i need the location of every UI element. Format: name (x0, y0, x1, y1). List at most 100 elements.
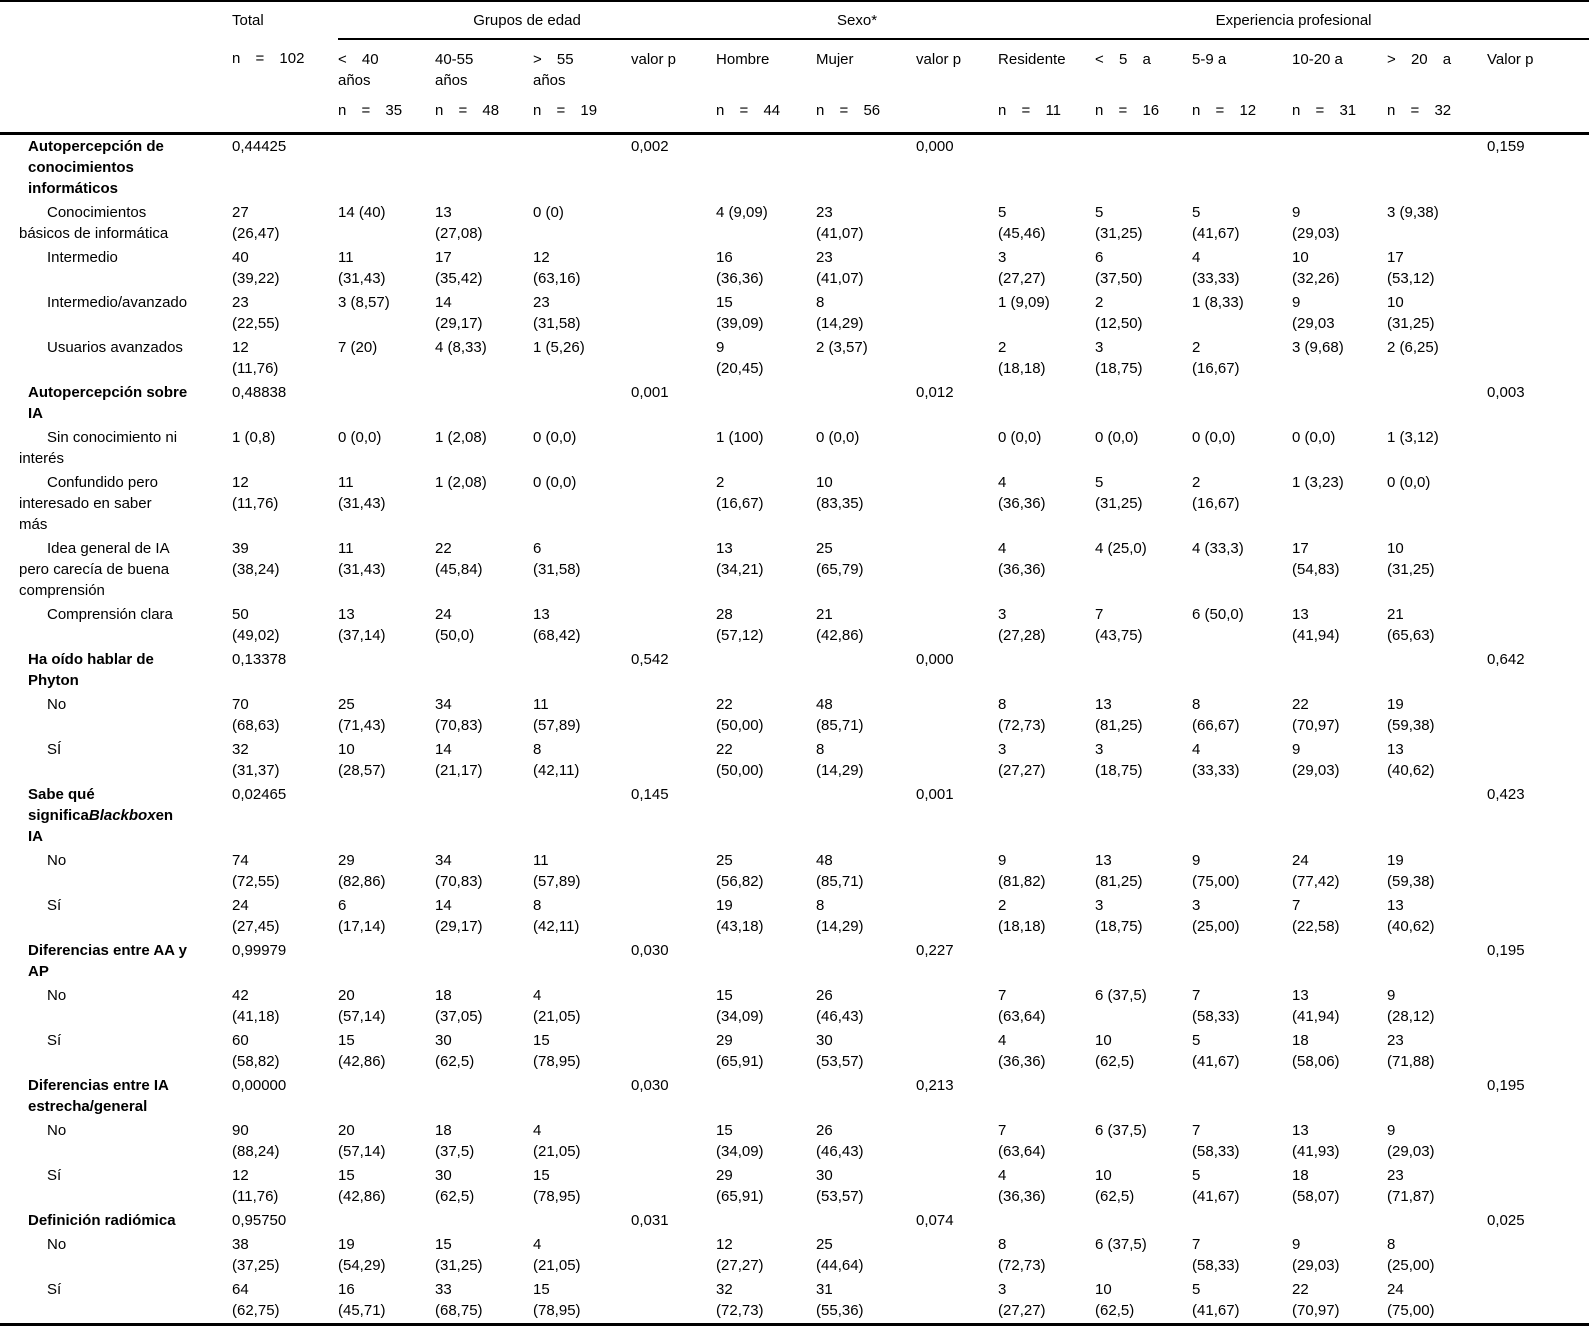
header-n-empty (631, 91, 717, 135)
data-cell: 0,012 (916, 384, 954, 401)
data-cell: 0,195 (1487, 942, 1525, 959)
data-cell: 3 (18,75) (1095, 741, 1143, 779)
data-cell: 7 (63,64) (998, 987, 1046, 1025)
data-cell: 6 (17,14) (338, 897, 386, 935)
data-cell: 10 (62,5) (1095, 1167, 1135, 1205)
data-cell: 2 (6,25) (1387, 339, 1439, 356)
data-cell: 7 (58,33) (1192, 987, 1240, 1025)
row-label: No (47, 696, 67, 713)
data-cell: 13 (81,25) (1095, 696, 1143, 734)
data-cell: 22 (50,00) (716, 741, 764, 779)
data-cell: 3 (9,68) (1292, 339, 1344, 356)
data-cell: 2 (18,18) (998, 339, 1046, 377)
data-cell (533, 648, 631, 693)
table-body: Autopercepción de conocimientos informát… (0, 134, 1589, 1325)
data-cell: 9 (29,03) (1292, 1236, 1340, 1274)
data-cell (916, 336, 998, 381)
data-cell: 3 (9,38) (1387, 204, 1439, 221)
data-cell: 23 (71,87) (1387, 1167, 1435, 1205)
data-cell: 15 (78,95) (533, 1281, 581, 1319)
data-cell: 30 (62,5) (435, 1032, 475, 1070)
data-cell: 8 (66,67) (1192, 696, 1240, 734)
data-cell (1095, 648, 1192, 693)
data-cell: 31 (55,36) (816, 1281, 864, 1319)
data-cell (1487, 336, 1589, 381)
data-cell (1192, 1209, 1292, 1233)
data-cell (631, 693, 716, 738)
data-cell (533, 939, 631, 984)
data-cell: 7 (43,75) (1095, 606, 1143, 644)
data-cell (631, 738, 716, 783)
data-cell: 19 (54,29) (338, 1236, 386, 1274)
data-cell (631, 336, 716, 381)
data-cell: 0,074 (916, 1212, 954, 1229)
data-cell (533, 381, 631, 426)
data-cell: 13 (41,94) (1292, 987, 1340, 1025)
data-cell: 0,001 (916, 786, 954, 803)
row-label: Diferencias entre IA estrecha/general (28, 1077, 169, 1115)
data-cell: 24 (77,42) (1292, 852, 1340, 890)
data-cell (631, 291, 716, 336)
header-n-row: n = 35 n = 48 n = 19 n = 44 n = 56 n = 1… (0, 91, 1589, 135)
data-cell: 25 (65,79) (816, 540, 864, 578)
data-cell: 16 (45,71) (338, 1281, 386, 1319)
data-cell: 11 (31,43) (338, 249, 386, 287)
data-cell: 15 (42,86) (338, 1167, 386, 1205)
data-cell: 0 (0,0) (338, 429, 382, 446)
data-cell: 27 (26,47) (232, 204, 280, 242)
data-cell: 23 (71,88) (1387, 1032, 1435, 1070)
row-label: SÍ (47, 741, 62, 758)
data-cell: 13 (40,62) (1387, 897, 1435, 935)
data-cell: 13 (41,94) (1292, 606, 1340, 644)
data-cell (1292, 648, 1387, 693)
data-cell: 8 (14,29) (816, 741, 864, 779)
data-cell: 7 (63,64) (998, 1122, 1046, 1160)
data-cell: 10 (62,5) (1095, 1281, 1135, 1319)
data-cell (1192, 648, 1292, 693)
data-cell: 6 (37,5) (1095, 987, 1147, 1004)
data-cell (1192, 939, 1292, 984)
data-cell: 0 (0,0) (1292, 429, 1336, 446)
data-cell: 2 (16,67) (1192, 339, 1240, 377)
header-col-hombre: Hombre (716, 51, 770, 68)
data-cell: 9 (29,03) (1292, 741, 1340, 779)
header-n-5-9a: n = 12 (1192, 91, 1293, 135)
data-cell (716, 381, 816, 426)
data-cell (916, 471, 998, 537)
data-cell: 38 (37,25) (232, 1236, 280, 1274)
data-cell: 29 (82,86) (338, 852, 386, 890)
row-label: Sabe qué significaBlackboxen IA (28, 786, 174, 845)
header-corner-cell (0, 1, 232, 39)
data-cell: 21 (42,86) (816, 606, 864, 644)
data-cell (1487, 1029, 1589, 1074)
data-cell (435, 939, 533, 984)
data-cell (338, 381, 435, 426)
data-cell (816, 1074, 916, 1119)
data-cell: 4 (36,36) (998, 540, 1046, 578)
header-col-valorp-age: valor p (631, 51, 677, 68)
data-cell: 13 (27,08) (435, 204, 483, 242)
data-cell (716, 1074, 816, 1119)
data-cell: 1 (8,33) (1192, 294, 1244, 311)
data-cell (916, 894, 998, 939)
header-empty-cell (0, 39, 232, 91)
data-cell: 34 (70,83) (435, 696, 483, 734)
table-row: Confundido pero interesado en saber más 1… (0, 471, 1589, 537)
data-cell: 21 (65,63) (1387, 606, 1435, 644)
data-cell: 17 (54,83) (1292, 540, 1340, 578)
header-n-hombre: n = 44 (716, 91, 817, 135)
data-cell: 9 (75,00) (1192, 852, 1240, 890)
data-cell: 15 (31,25) (435, 1236, 483, 1274)
data-cell: 24 (50,0) (435, 606, 475, 644)
header-n-lt40: n = 35 (338, 91, 435, 135)
row-label: Usuarios avanzados (47, 339, 183, 356)
data-cell (435, 783, 533, 849)
header-n-residente: n = 11 (998, 91, 1096, 135)
data-cell: 0,159 (1487, 138, 1525, 155)
row-label: Intermedio/avanzado (47, 294, 188, 311)
row-label: No (47, 987, 67, 1004)
data-cell (631, 1119, 716, 1164)
data-cell: 8 (72,73) (998, 1236, 1046, 1274)
header-group-sex: Sexo* (716, 1, 999, 40)
